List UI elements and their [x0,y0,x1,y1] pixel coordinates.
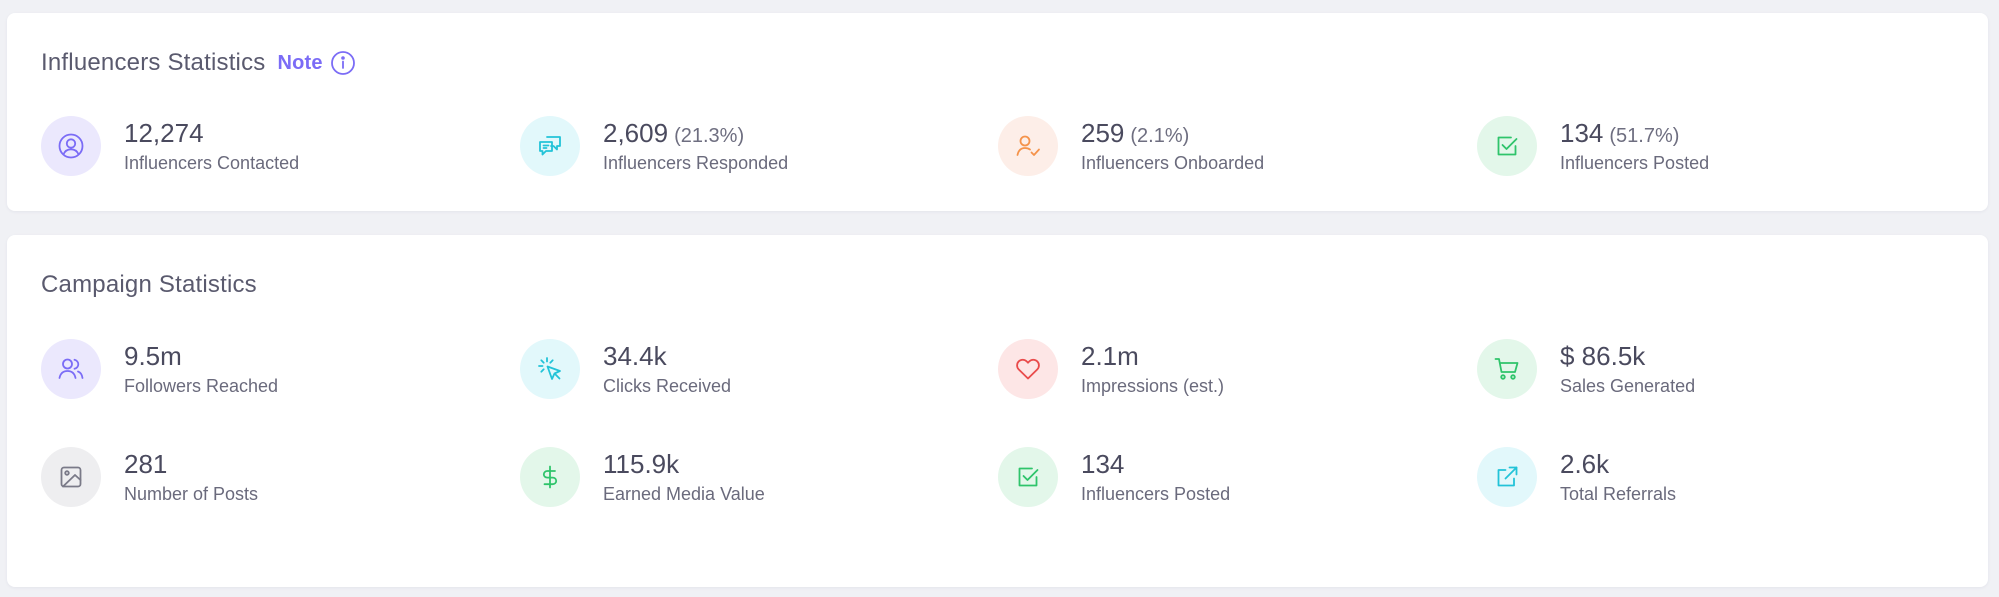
checkbox-icon [1477,116,1537,176]
stat-label: Sales Generated [1560,376,1696,396]
stat-influencers-posted: 134 (51.7%) Influencers Posted [1477,116,1709,176]
stat-value: 259 [1081,118,1125,148]
stat-percent: (21.3%) [674,125,745,147]
influencers-statistics-header: Influencers Statistics Note [41,49,356,77]
stat-label: Impressions (est.) [1081,376,1225,396]
stat-label: Influencers Responded [603,153,789,173]
info-icon[interactable] [330,50,356,76]
stat-label: Clicks Received [603,376,732,396]
dollar-icon [520,447,580,507]
cursor-click-icon [520,339,580,399]
stat-earned-media-value: 115.9k Earned Media Value [520,447,765,507]
stat-value: 12,274 [124,118,204,148]
stat-sales-generated: $ 86.5k Sales Generated [1477,339,1695,399]
stat-label: Earned Media Value [603,484,765,504]
user-circle-icon [41,116,101,176]
campaign-statistics-title: Campaign Statistics [41,271,257,298]
stat-impressions: 2.1m Impressions (est.) [998,339,1224,399]
stat-value: 9.5m [124,341,182,371]
stat-value: 134 [1081,449,1125,479]
image-icon [41,447,101,507]
stat-label: Total Referrals [1560,484,1677,504]
stat-clicks-received: 34.4k Clicks Received [520,339,731,399]
stat-value: 2,609 [603,118,669,148]
stat-number-of-posts: 281 Number of Posts [41,447,258,507]
user-check-icon [998,116,1058,176]
influencers-statistics-title: Influencers Statistics [41,49,266,76]
stat-value: 34.4k [603,341,667,371]
stat-label: Number of Posts [124,484,259,504]
stat-label: Influencers Posted [1081,484,1231,504]
users-icon [41,339,101,399]
stat-influencers-posted-campaign: 134 Influencers Posted [998,447,1230,507]
stat-influencers-responded: 2,609 (21.3%) Influencers Responded [520,116,788,176]
stat-label: Influencers Onboarded [1081,153,1265,173]
stat-value: 281 [124,449,168,479]
stat-label: Followers Reached [124,376,279,396]
checkbox-icon [998,447,1058,507]
heart-icon [998,339,1058,399]
stat-value: 2.6k [1560,449,1610,479]
note-link[interactable]: Note [277,51,323,74]
chat-bubbles-icon [520,116,580,176]
stat-influencers-contacted: 12,274 Influencers Contacted [41,116,299,176]
stat-percent: (51.7%) [1609,125,1680,147]
stat-total-referrals: 2.6k Total Referrals [1477,447,1676,507]
stat-percent: (2.1%) [1130,125,1190,147]
influencers-statistics-card: Influencers Statistics Note 12,274 Influ… [7,13,1988,211]
stat-followers-reached: 9.5m Followers Reached [41,339,278,399]
external-link-icon [1477,447,1537,507]
stat-influencers-onboarded: 259 (2.1%) Influencers Onboarded [998,116,1264,176]
stat-label: Influencers Contacted [124,153,300,173]
campaign-statistics-header: Campaign Statistics [41,271,257,299]
stat-value: 115.9k [603,449,680,479]
stat-label: Influencers Posted [1560,153,1710,173]
stat-value: 2.1m [1081,341,1139,371]
stat-value: $ 86.5k [1560,341,1646,371]
campaign-statistics-card: Campaign Statistics 9.5m Followers Reach… [7,235,1988,587]
stat-value: 134 [1560,118,1604,148]
shopping-cart-icon [1477,339,1537,399]
